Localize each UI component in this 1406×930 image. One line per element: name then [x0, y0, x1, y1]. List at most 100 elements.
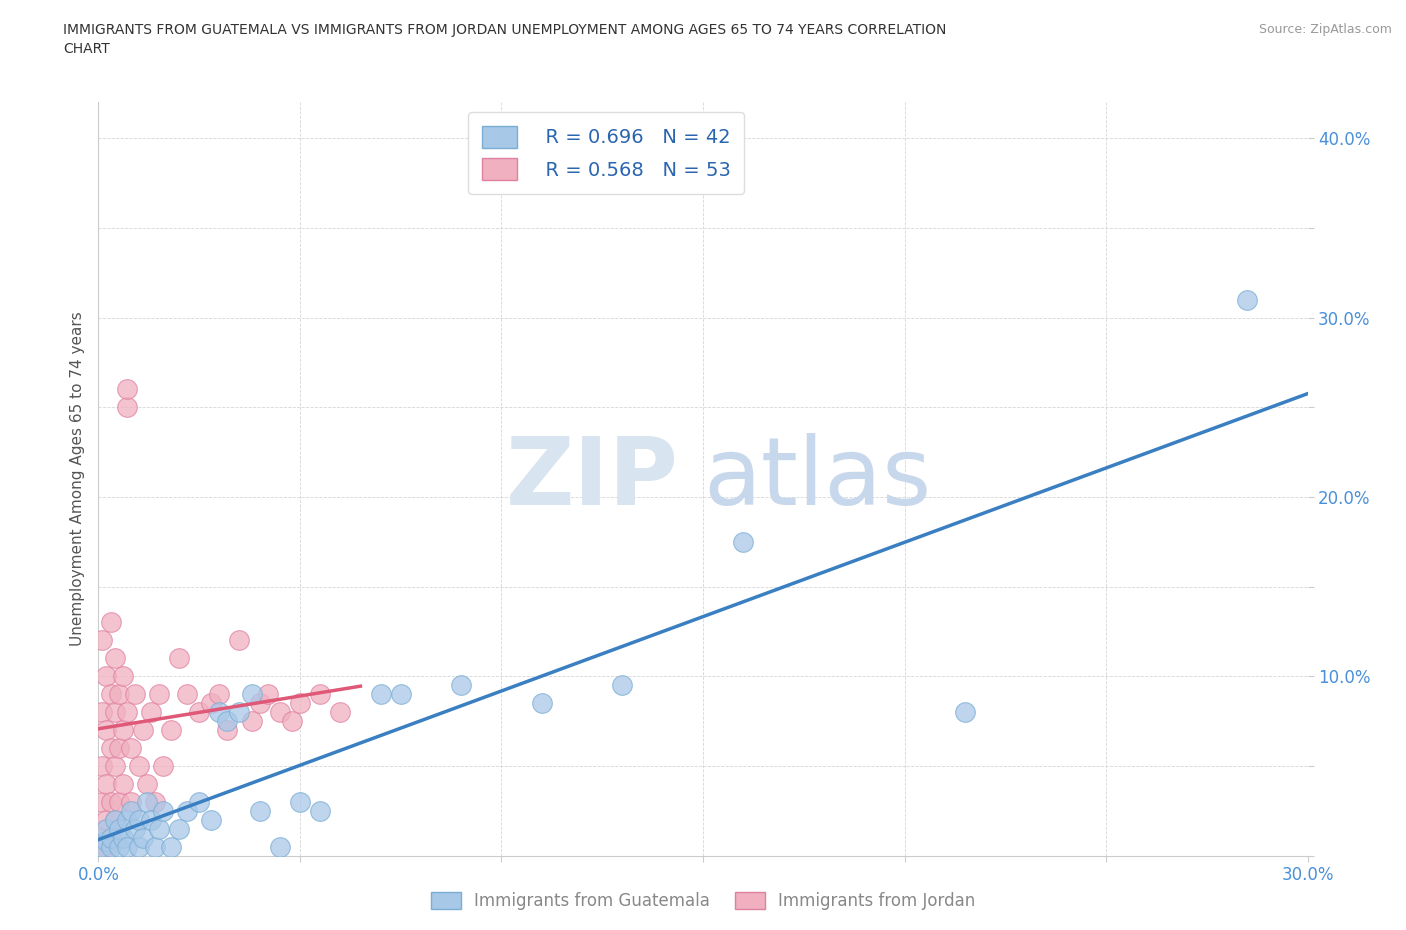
Point [389, 686, 412, 701]
Point [208, 705, 231, 720]
Point [256, 686, 278, 701]
Point [148, 686, 170, 701]
Point [115, 705, 138, 720]
Point [176, 804, 198, 818]
Point [228, 633, 250, 648]
Point [96, 777, 118, 791]
Point [91, 794, 114, 809]
Point [115, 839, 138, 854]
Point [200, 696, 222, 711]
Point [100, 830, 122, 845]
Point [139, 705, 162, 720]
Point [249, 804, 271, 818]
Point [111, 723, 134, 737]
Text: CHART: CHART [63, 42, 110, 56]
Point [953, 705, 976, 720]
Point [309, 804, 332, 818]
Point [152, 759, 174, 774]
Point [217, 723, 239, 737]
Point [120, 794, 142, 809]
Point [96, 821, 118, 836]
Point [107, 794, 129, 809]
Point [120, 740, 142, 755]
Point [128, 812, 150, 827]
Point [91, 839, 114, 854]
Point [450, 678, 472, 693]
Point [135, 794, 157, 809]
Point [1236, 292, 1258, 307]
Point [100, 794, 122, 809]
Point [208, 686, 231, 701]
Text: atlas: atlas [703, 433, 931, 525]
Point [167, 821, 190, 836]
Point [115, 812, 138, 827]
Point [124, 686, 146, 701]
Point [96, 723, 118, 737]
Point [249, 696, 271, 711]
Point [148, 821, 170, 836]
Point [281, 713, 304, 728]
Point [143, 794, 166, 809]
Point [107, 740, 129, 755]
Point [309, 686, 332, 701]
Legend:   R = 0.696   N = 42,   R = 0.568   N = 53: R = 0.696 N = 42, R = 0.568 N = 53 [468, 112, 744, 193]
Point [103, 812, 125, 827]
Point [288, 696, 311, 711]
Point [111, 777, 134, 791]
Point [124, 821, 146, 836]
Point [100, 740, 122, 755]
Point [100, 839, 122, 854]
Point [107, 686, 129, 701]
Point [107, 821, 129, 836]
Point [91, 759, 114, 774]
Point [111, 669, 134, 684]
Point [188, 794, 211, 809]
Point [160, 723, 183, 737]
Point [132, 723, 155, 737]
Point [733, 534, 755, 549]
Point [128, 759, 150, 774]
Point [176, 686, 198, 701]
Point [91, 705, 114, 720]
Point [115, 400, 138, 415]
Point [100, 686, 122, 701]
Point [132, 830, 155, 845]
Point [612, 678, 634, 693]
Point [96, 839, 118, 854]
Point [111, 830, 134, 845]
Legend: Immigrants from Guatemala, Immigrants from Jordan: Immigrants from Guatemala, Immigrants fr… [425, 885, 981, 917]
Point [103, 651, 125, 666]
Point [96, 834, 118, 849]
Text: Source: ZipAtlas.com: Source: ZipAtlas.com [1258, 23, 1392, 36]
Text: ZIP: ZIP [506, 433, 679, 525]
Point [139, 812, 162, 827]
Point [103, 705, 125, 720]
Y-axis label: Unemployment Among Ages 65 to 74 years: Unemployment Among Ages 65 to 74 years [69, 312, 84, 646]
Point [329, 705, 352, 720]
Point [288, 794, 311, 809]
Point [240, 713, 263, 728]
Point [228, 705, 250, 720]
Point [135, 777, 157, 791]
Point [96, 669, 118, 684]
Point [107, 839, 129, 854]
Point [269, 839, 291, 854]
Point [115, 382, 138, 397]
Text: IMMIGRANTS FROM GUATEMALA VS IMMIGRANTS FROM JORDAN UNEMPLOYMENT AMONG AGES 65 T: IMMIGRANTS FROM GUATEMALA VS IMMIGRANTS … [63, 23, 946, 37]
Point [100, 615, 122, 630]
Point [167, 651, 190, 666]
Point [120, 804, 142, 818]
Point [530, 696, 553, 711]
Point [188, 705, 211, 720]
Point [217, 713, 239, 728]
Point [103, 759, 125, 774]
Point [96, 812, 118, 827]
Point [370, 686, 392, 701]
Point [160, 839, 183, 854]
Point [200, 812, 222, 827]
Point [152, 804, 174, 818]
Point [128, 839, 150, 854]
Point [103, 812, 125, 827]
Point [143, 839, 166, 854]
Point [91, 830, 114, 845]
